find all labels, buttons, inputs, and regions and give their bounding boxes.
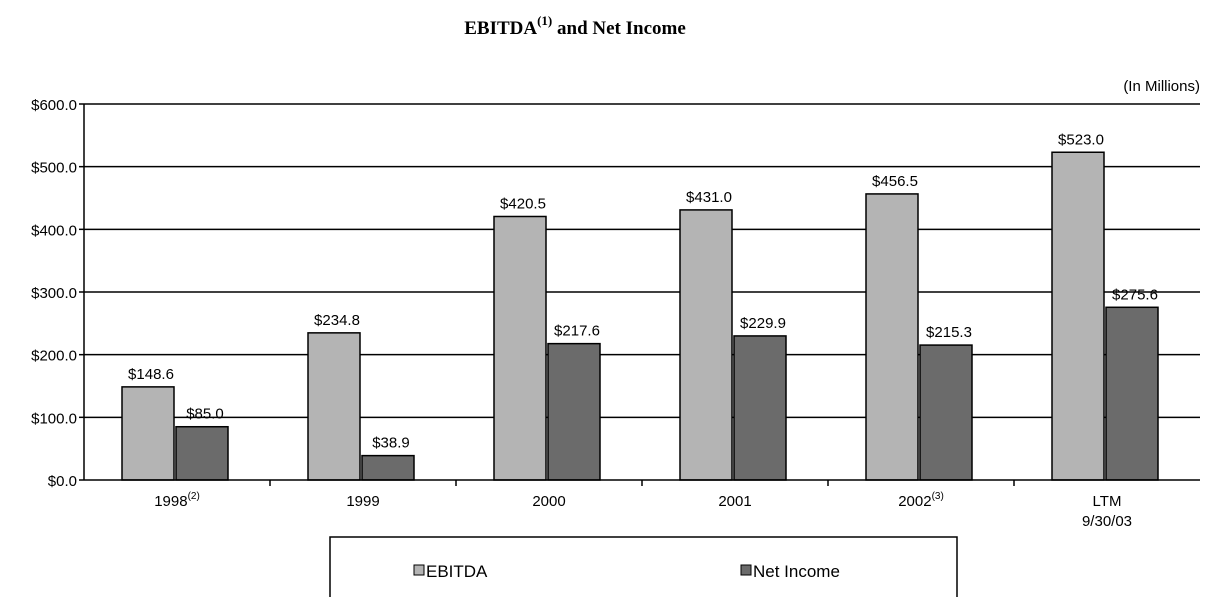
data-label: $38.9 [372, 435, 410, 452]
y-tick-label: $0.0 [48, 473, 77, 490]
legend-box [329, 536, 958, 597]
data-label: $275.6 [1112, 286, 1158, 303]
x-tick-label: 2000 [532, 493, 565, 510]
bar-ebitda [121, 386, 175, 481]
bar-net-income [919, 344, 973, 481]
x-tick-label: LTM [1093, 493, 1122, 510]
legend-swatch-net-income [740, 564, 752, 576]
chart-title-suffix: and Net Income [552, 18, 686, 39]
data-label: $420.5 [500, 195, 546, 212]
data-label: $523.0 [1058, 131, 1104, 148]
unit-note: (In Millions) [1123, 78, 1200, 95]
bar-net-income [175, 425, 229, 481]
x-tick-label: 2002(3) [898, 491, 944, 510]
data-label: $217.6 [554, 323, 600, 340]
legend-swatch-ebitda [413, 564, 425, 576]
bar-ebitda [1051, 151, 1105, 481]
legend-label-ebitda: EBITDA [426, 562, 488, 581]
bar-net-income [547, 342, 601, 481]
y-tick-label: $200.0 [31, 348, 77, 365]
bar-ebitda [865, 193, 919, 481]
bar-ebitda [307, 332, 361, 481]
data-label: $431.0 [686, 189, 732, 206]
chart-title-text: EBITDA [464, 18, 538, 39]
bar-net-income [361, 454, 415, 481]
data-label: $85.0 [186, 406, 224, 423]
bar-ebitda [493, 215, 547, 481]
bar-ebitda [679, 209, 733, 481]
y-tick-label: $400.0 [31, 222, 77, 239]
chart-title: EBITDA(1) and Net Income [0, 13, 1150, 40]
y-tick-label: $600.0 [31, 97, 77, 114]
bar-net-income [1105, 306, 1159, 481]
data-label: $456.5 [872, 173, 918, 190]
chart-title-superscript: (1) [537, 13, 553, 28]
data-label: $148.6 [128, 366, 174, 383]
x-tick-label: 1999 [346, 493, 379, 510]
y-tick-label: $500.0 [31, 160, 77, 177]
x-tick-label-line2: 9/30/03 [1082, 513, 1132, 530]
data-label: $234.8 [314, 312, 360, 329]
bar-net-income [733, 335, 787, 481]
data-label: $229.9 [740, 315, 786, 332]
y-tick-label: $100.0 [31, 410, 77, 427]
data-label: $215.3 [926, 324, 972, 341]
x-tick-label: 1998(2) [154, 491, 200, 510]
legend-label-net-income: Net Income [753, 562, 840, 581]
y-tick-label: $300.0 [31, 285, 77, 302]
x-tick-label: 2001 [718, 493, 751, 510]
